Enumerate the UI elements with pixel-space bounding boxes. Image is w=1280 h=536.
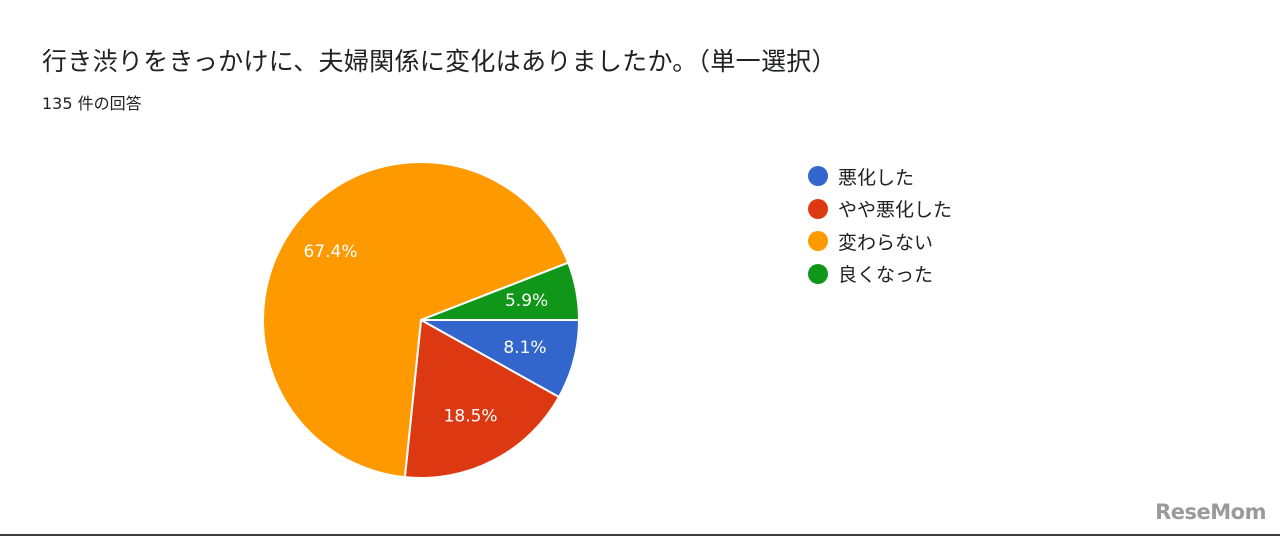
slice-label-3: 5.9% (505, 291, 548, 311)
pie-slice-2 (262, 161, 570, 479)
slice-label-0: 8.1% (503, 338, 546, 358)
legend-item-1: やや悪化した (808, 193, 952, 226)
slice-label-1: 18.5% (444, 406, 498, 426)
pie-slice-1 (403, 318, 561, 479)
legend-item-3: 良くなった (808, 258, 952, 291)
legend-label: やや悪化した (838, 199, 953, 222)
legend-dot-icon (808, 263, 828, 284)
legend-label: 変わらない (838, 231, 934, 254)
bottom-divider (0, 534, 1280, 536)
chart-title: 行き渋りをきっかけに、夫婦関係に変化はありましたか。（単一選択） (42, 47, 837, 76)
legend-label: 悪化した (838, 166, 915, 189)
legend-dot-icon (808, 198, 828, 219)
resemom-logo: ReseMom (1155, 500, 1266, 524)
chart-legend: 悪化したやや悪化した 変わらない良くなった (808, 160, 952, 290)
pie-slice-3 (420, 261, 581, 321)
slice-label-2: 67.4% (303, 242, 357, 262)
legend-label: 良くなった (838, 264, 934, 287)
response-count: 135 件の回答 (42, 94, 142, 113)
legend-dot-icon (808, 166, 828, 187)
legend-item-2: 変わらない (808, 225, 952, 258)
legend-dot-icon (808, 231, 828, 252)
legend-item-0: 悪化した (808, 160, 952, 193)
